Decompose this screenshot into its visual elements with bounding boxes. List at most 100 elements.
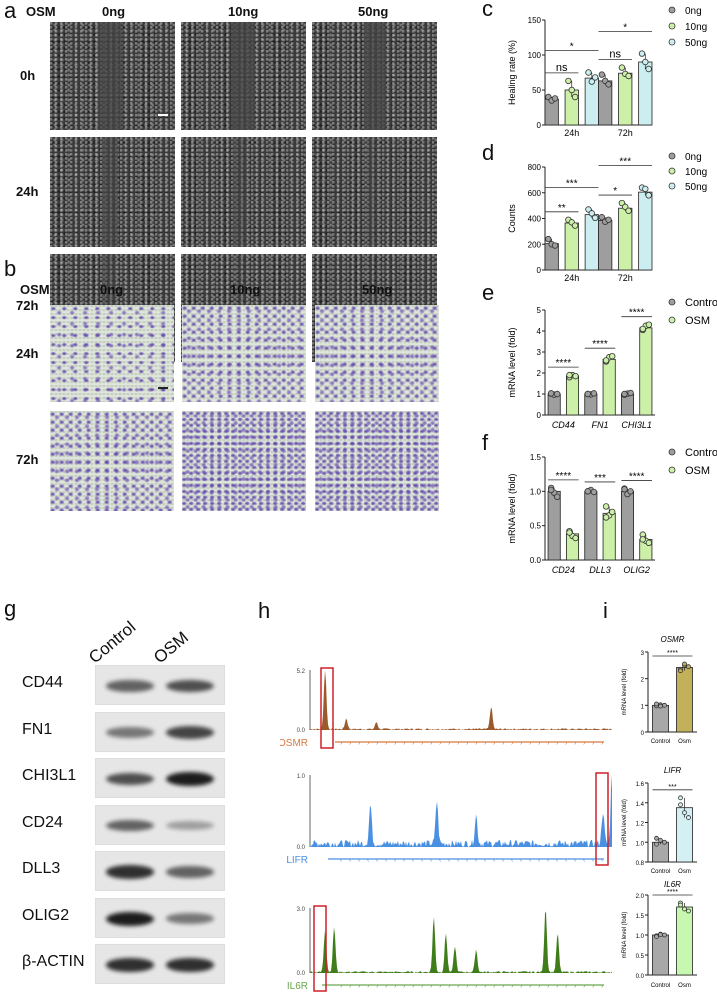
- row-header-24h-a: 24h: [16, 184, 39, 199]
- data-point: [547, 486, 555, 494]
- strand-arrow: ‹: [448, 857, 451, 864]
- track-min-label: 0.0: [297, 845, 306, 851]
- data-point: [591, 74, 599, 81]
- legend-marker: [668, 22, 676, 30]
- blot-strip: [95, 711, 225, 752]
- bar: [638, 191, 653, 271]
- x-tick-label: CD24: [552, 565, 575, 575]
- significance-label: ****: [667, 650, 678, 657]
- strand-arrow: ›: [592, 983, 595, 990]
- strand-arrow: ›: [601, 983, 604, 990]
- data-point: [551, 95, 559, 102]
- significance-label: ns: [556, 62, 568, 74]
- panel-label-g: g: [4, 596, 17, 621]
- y-tick-label: 3: [537, 348, 542, 357]
- data-point: [678, 902, 683, 908]
- data-point: [621, 486, 628, 493]
- panel-label-d: d: [482, 140, 495, 165]
- strand-arrow: ›: [457, 740, 460, 747]
- strand-arrow: ›: [349, 740, 352, 747]
- bar: [598, 220, 613, 271]
- strand-arrow: ›: [484, 983, 487, 990]
- y-tick-label: 0: [537, 266, 542, 275]
- strand-arrow: ‹: [340, 857, 343, 864]
- strand-arrow: ›: [358, 983, 361, 990]
- lane-label-control: Control: [85, 617, 140, 668]
- strand-arrow: ‹: [439, 857, 442, 864]
- strand-arrow: ‹: [574, 857, 577, 864]
- strand-arrow: ›: [403, 983, 406, 990]
- strand-arrow: ›: [511, 983, 514, 990]
- strand-arrow: ›: [394, 740, 397, 747]
- strand-arrow: ‹: [592, 857, 595, 864]
- chart-mrna-down: 0.0 0.5 1.0 1.5 mRNA level (fold) CD24 DLL3 OLI…: [507, 447, 717, 575]
- chart-lifr: 0.8 1.0 1.2 1.4 1.6 mRNA level (fold) LIFR Cont…: [622, 766, 697, 875]
- data-point: [591, 214, 599, 222]
- data-point: [639, 325, 646, 333]
- blot-strip: [95, 897, 225, 938]
- legend-marker: [668, 167, 676, 175]
- wound-image-0h-50ng: [312, 22, 437, 130]
- data-point: [645, 192, 652, 199]
- strand-arrow: ›: [574, 740, 577, 747]
- y-tick-label: 100: [528, 51, 542, 60]
- legend-label: 50ng: [685, 182, 707, 193]
- strand-arrow: ‹: [529, 857, 532, 864]
- strand-arrow: ‹: [547, 857, 550, 864]
- panel-label-f: f: [482, 430, 489, 455]
- strand-arrow: ‹: [367, 857, 370, 864]
- strand-arrow: ›: [583, 983, 586, 990]
- panel-label-c: c: [482, 0, 493, 21]
- y-tick-label: 1.0: [636, 934, 645, 940]
- significance-label: ****: [592, 339, 608, 350]
- y-tick-label: 1.5: [636, 914, 645, 920]
- data-point: [682, 810, 687, 816]
- x-tick-label: OLIG2: [623, 565, 650, 575]
- significance-label: ***: [594, 473, 606, 484]
- strand-arrow: ‹: [493, 857, 496, 864]
- data-point: [571, 222, 579, 229]
- strand-arrow: ‹: [394, 857, 397, 864]
- strand-arrow: ‹: [520, 857, 523, 864]
- strand-arrow: ‹: [385, 857, 388, 864]
- osm-label-a: OSM: [26, 4, 56, 19]
- y-axis-label: mRNA level (fold): [622, 799, 628, 846]
- y-tick-label: 1.2: [636, 822, 645, 828]
- data-point: [618, 64, 626, 71]
- y-axis-label: Counts: [507, 204, 517, 233]
- y-tick-label: 0.5: [530, 522, 542, 531]
- bar: [652, 934, 669, 976]
- strand-arrow: ›: [511, 740, 514, 747]
- strand-arrow: ›: [583, 740, 586, 747]
- transwell-image-24h-50ng: [315, 305, 439, 402]
- y-tick-label: 50: [532, 86, 541, 95]
- col-header-50ng-b: 50ng: [362, 282, 393, 297]
- y-axis-label: mRNA level (fold): [507, 327, 517, 397]
- protein-band: [106, 865, 154, 879]
- strand-arrow: ‹: [583, 857, 586, 864]
- data-point: [605, 216, 612, 223]
- legend-marker: [668, 6, 676, 14]
- data-point: [551, 242, 559, 249]
- protein-band: [106, 773, 154, 785]
- chart-title: OSMR: [661, 635, 685, 644]
- strand-arrow: ›: [412, 740, 415, 747]
- x-tick-label: CHI3L1: [621, 420, 652, 430]
- strand-arrow: ‹: [511, 857, 514, 864]
- data-point: [585, 69, 592, 76]
- legend-marker: [668, 152, 676, 160]
- data-point: [642, 185, 649, 193]
- protein-band: [166, 866, 214, 878]
- strand-arrow: ‹: [484, 857, 487, 864]
- y-tick-label: 3: [641, 651, 645, 657]
- signal-track: [310, 670, 612, 730]
- significance-label: ***: [619, 157, 631, 168]
- data-point: [678, 795, 683, 801]
- protein-band: [166, 913, 214, 924]
- strand-arrow: ›: [439, 983, 442, 990]
- data-point: [682, 661, 687, 667]
- strand-arrow: ‹: [601, 857, 604, 864]
- wound-image-24h-0ng: [50, 137, 175, 247]
- y-tick-label: 1: [641, 704, 645, 710]
- y-tick-label: 0: [537, 411, 542, 420]
